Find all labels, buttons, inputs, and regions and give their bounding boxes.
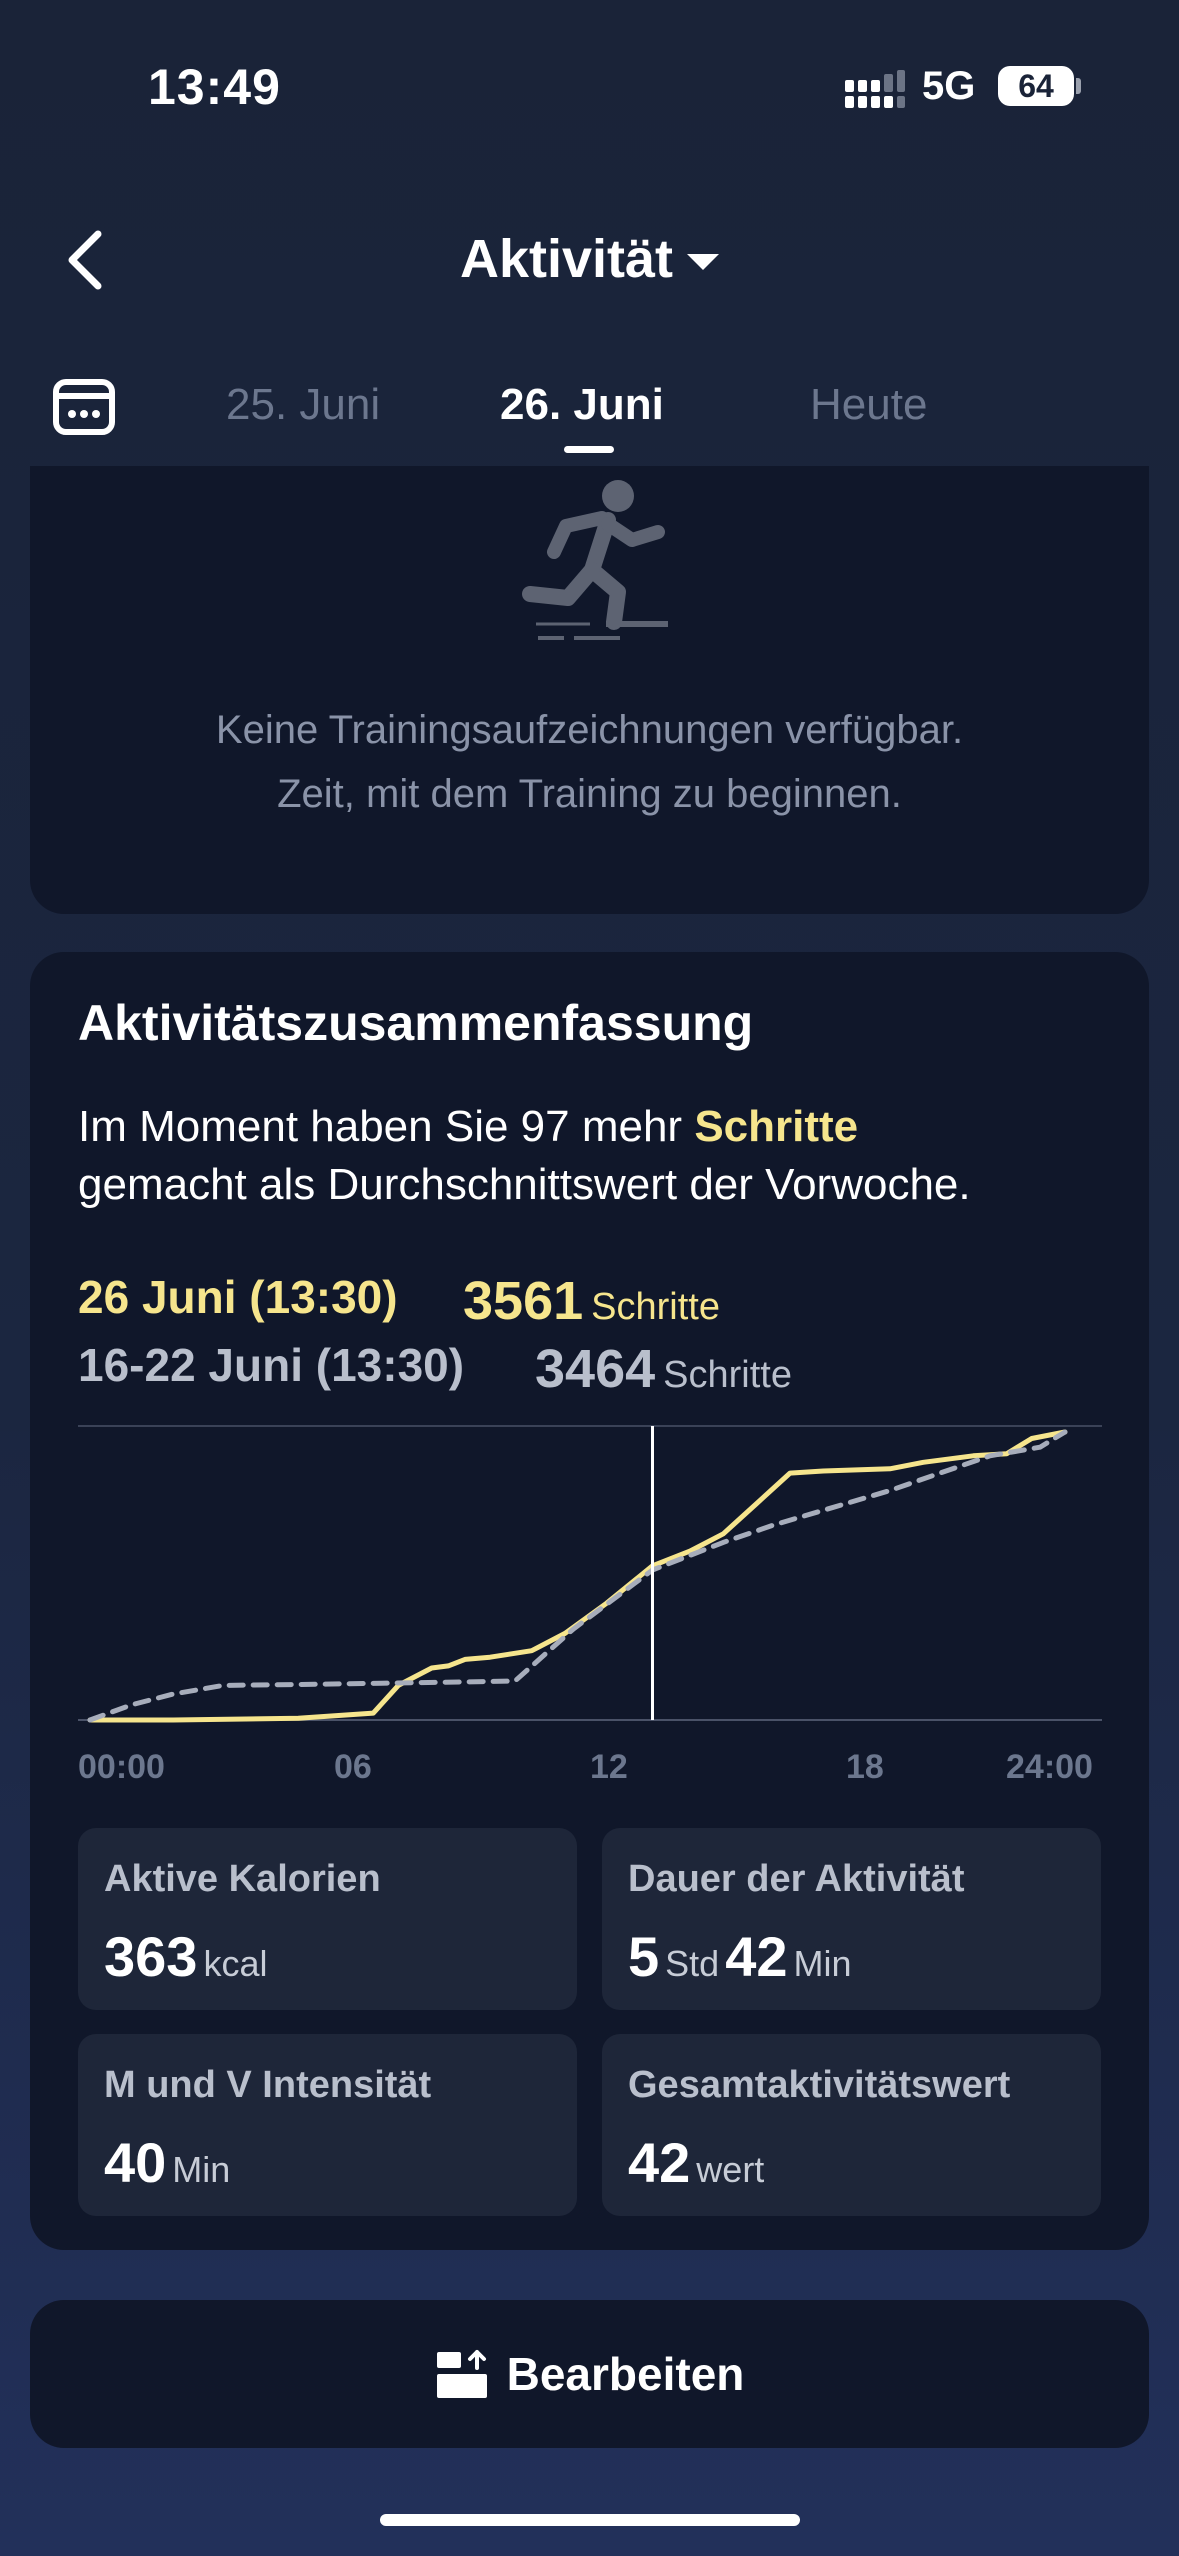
chart-series-line-0 bbox=[87, 1429, 1068, 1723]
stat-number: 40 bbox=[104, 2131, 167, 2194]
steps-line-chart bbox=[78, 1425, 1102, 1723]
battery-icon: 64 bbox=[998, 66, 1074, 106]
x-tick-label: 12 bbox=[590, 1748, 628, 1786]
stat-unit: wert bbox=[696, 2149, 765, 2190]
empty-training-message: Keine Trainingsaufzeichnungen verfügbar.… bbox=[0, 698, 1179, 826]
page-title-text: Aktivität bbox=[459, 229, 674, 289]
stat-label: M und V Intensität bbox=[104, 2064, 432, 2106]
chevron-down-icon bbox=[687, 254, 720, 270]
stat-value: 40 Min bbox=[104, 2130, 236, 2195]
x-tick-label: 00:00 bbox=[78, 1748, 165, 1786]
today-steps: 3561 Schritte bbox=[463, 1270, 720, 1332]
stat-number: 42 bbox=[628, 2131, 691, 2194]
week-steps: 3464 Schritte bbox=[535, 1338, 792, 1400]
running-person-icon bbox=[522, 480, 668, 640]
stat-unit: kcal bbox=[203, 1943, 268, 1984]
stat-active-calories[interactable]: Aktive Kalorien 363 kcal bbox=[78, 1828, 577, 2010]
stat-activity-duration[interactable]: Dauer der Aktivität 5 Std 42 Min bbox=[602, 1828, 1101, 2010]
stat-value: 42 wert bbox=[628, 2130, 770, 2195]
network-type: 5G bbox=[922, 64, 976, 108]
signal-strength-icon bbox=[845, 70, 905, 108]
activity-summary-card bbox=[30, 952, 1149, 2250]
status-time: 13:49 bbox=[148, 59, 281, 115]
edit-button-label: Bearbeiten bbox=[506, 2348, 745, 2400]
summary-title: Aktivitätszusammenfassung bbox=[78, 995, 754, 1051]
back-arrow-icon[interactable] bbox=[60, 228, 120, 292]
stat-number: 5 bbox=[628, 1925, 660, 1988]
stat-label: Aktive Kalorien bbox=[104, 1858, 381, 1900]
tab-date-heute[interactable]: Heute bbox=[810, 380, 928, 429]
week-label: 16-22 Juni (13:30) bbox=[78, 1339, 465, 1391]
stat-unit: Std bbox=[665, 1943, 720, 1984]
edit-layout-icon bbox=[436, 2350, 487, 2398]
edit-button[interactable]: Bearbeiten bbox=[30, 2300, 1149, 2448]
today-steps-unit: Schritte bbox=[591, 1286, 720, 1328]
week-steps-value: 3464 bbox=[535, 1339, 656, 1399]
stat-unit: Min bbox=[172, 2149, 231, 2190]
tab-date-26-juni[interactable]: 26. Juni bbox=[500, 380, 664, 429]
page-title[interactable]: Aktivität bbox=[0, 228, 1179, 290]
x-tick-label: 06 bbox=[334, 1748, 372, 1786]
stat-number: 363 bbox=[104, 1925, 198, 1988]
stat-unit-2: Min bbox=[793, 1943, 852, 1984]
stat-label: Gesamtaktivitätswert bbox=[628, 2064, 1011, 2106]
battery-cap bbox=[1076, 78, 1081, 94]
x-tick-label: 24:00 bbox=[1006, 1748, 1093, 1786]
home-indicator bbox=[380, 2514, 800, 2526]
tab-date-25-juni[interactable]: 25. Juni bbox=[226, 380, 381, 429]
stat-value: 363 kcal bbox=[104, 1924, 273, 1989]
summary-text-start: Im Moment haben Sie 97 mehr bbox=[78, 1102, 695, 1151]
summary-text-line2: gemacht als Durchschnittswert der Vorwoc… bbox=[78, 1160, 971, 1209]
training-records-card bbox=[30, 466, 1149, 914]
chart-series-line-1 bbox=[87, 1429, 1068, 1723]
today-label: 26 Juni (13:30) bbox=[78, 1271, 398, 1323]
empty-training-line2: Zeit, mit dem Training zu beginnen. bbox=[277, 772, 902, 816]
summary-text: Im Moment haben Sie 97 mehr Schritte gem… bbox=[78, 1098, 1118, 1214]
week-steps-unit: Schritte bbox=[663, 1354, 792, 1396]
x-tick-label: 18 bbox=[846, 1748, 884, 1786]
summary-text-highlight: Schritte bbox=[694, 1102, 859, 1151]
today-steps-value: 3561 bbox=[463, 1271, 584, 1331]
stat-value: 5 Std 42 Min bbox=[628, 1924, 858, 1989]
empty-training-line1: Keine Trainingsaufzeichnungen verfügbar. bbox=[215, 708, 964, 752]
stat-intensity[interactable]: M und V Intensität 40 Min bbox=[78, 2034, 577, 2216]
stat-label: Dauer der Aktivität bbox=[628, 1858, 965, 1900]
calendar-icon[interactable] bbox=[52, 376, 116, 436]
stat-total-activity-score[interactable]: Gesamtaktivitätswert 42 wert bbox=[602, 2034, 1101, 2216]
tab-active-indicator bbox=[564, 446, 614, 453]
stat-number-2: 42 bbox=[725, 1925, 788, 1988]
